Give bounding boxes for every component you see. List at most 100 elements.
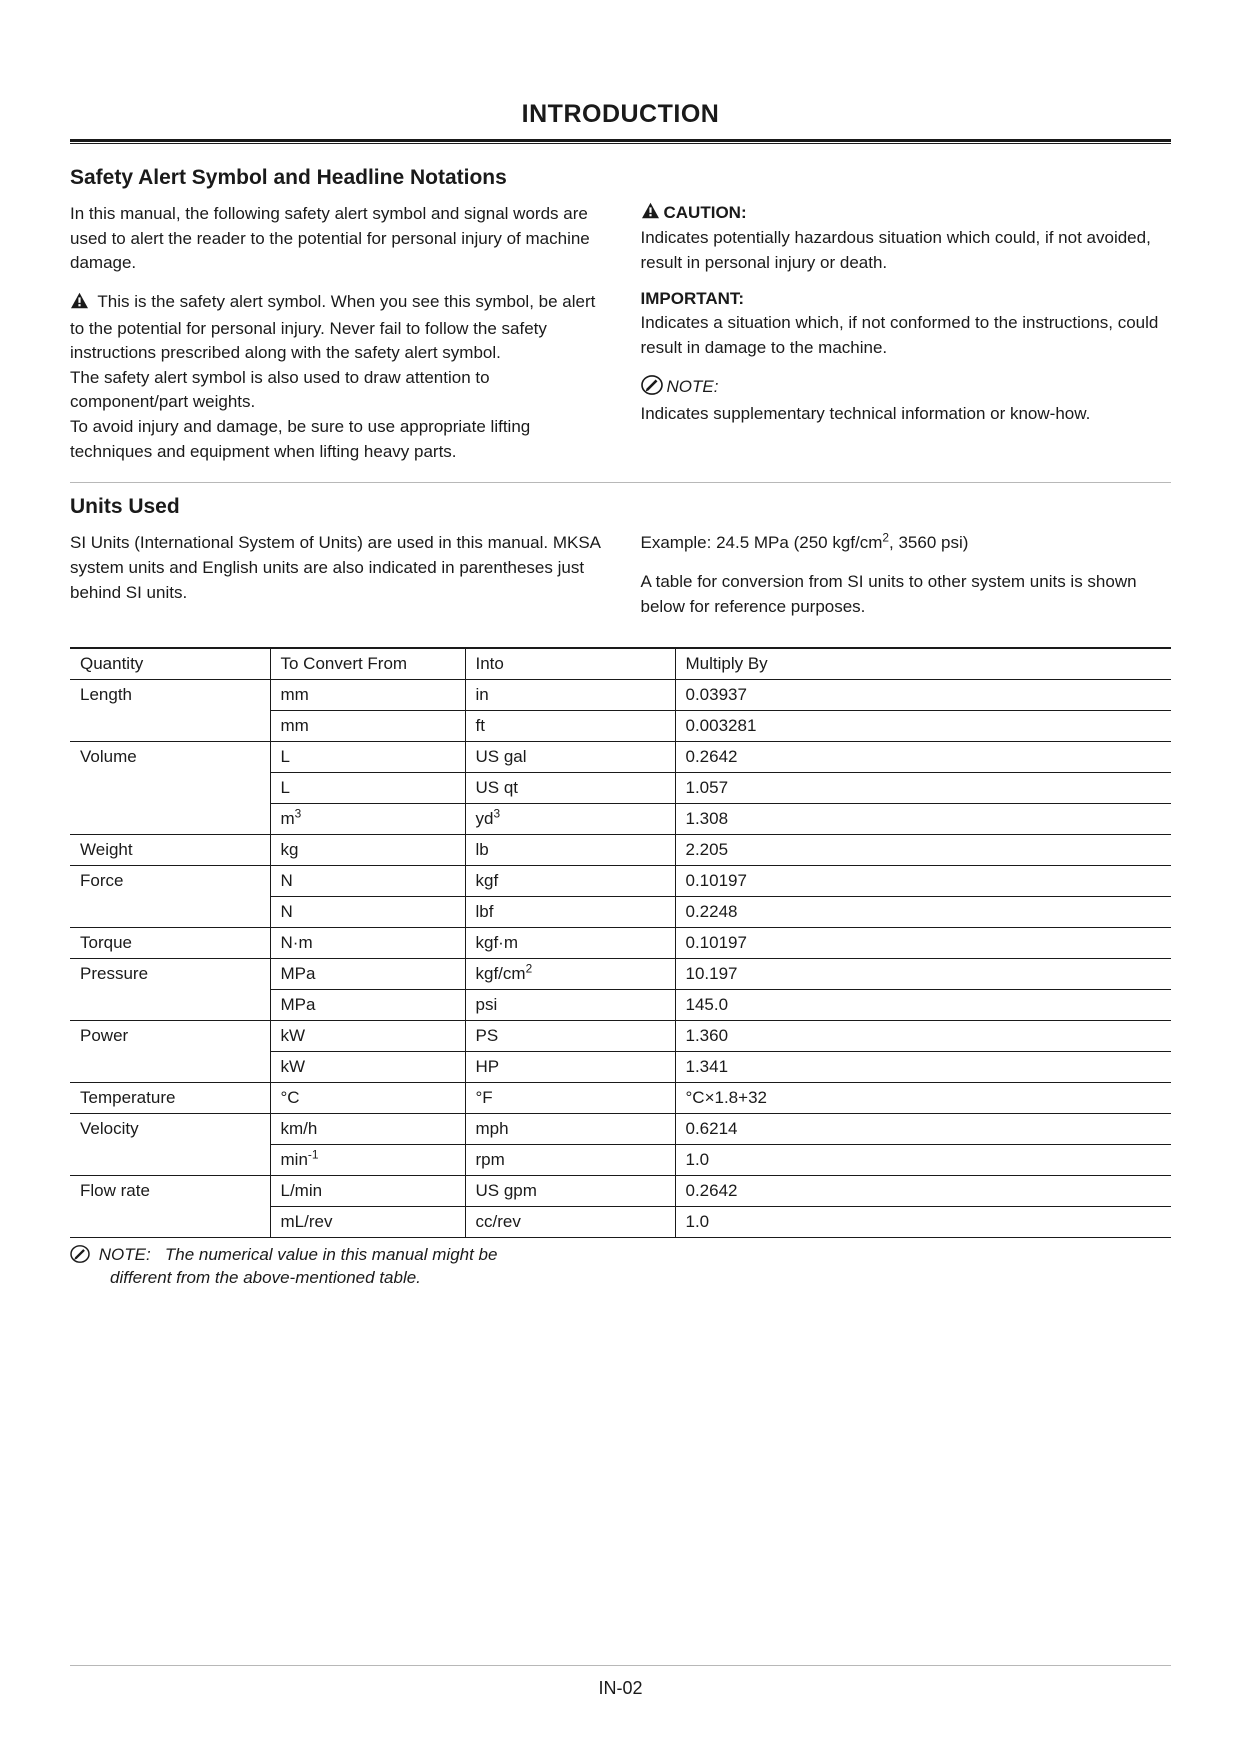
table-cell-from: mL/rev: [270, 1207, 465, 1238]
section1-right-col: CAUTION: Indicates potentially hazardous…: [641, 202, 1172, 464]
table-cell-multiply: 0.10197: [675, 928, 1171, 959]
conversion-table: QuantityTo Convert FromIntoMultiply ByLe…: [70, 647, 1171, 1238]
table-cell-multiply: 1.360: [675, 1021, 1171, 1052]
table-cell-quantity: Temperature: [70, 1083, 270, 1114]
table-cell-multiply: 2.205: [675, 835, 1171, 866]
table-note-line2: different from the above-mentioned table…: [110, 1268, 1171, 1288]
table-cell-from: L: [270, 742, 465, 773]
table-cell-from: MPa: [270, 990, 465, 1021]
table-cell-into: PS: [465, 1021, 675, 1052]
table-cell-into: psi: [465, 990, 675, 1021]
table-cell-multiply: 0.2642: [675, 1176, 1171, 1207]
table-cell-into: °F: [465, 1083, 675, 1114]
table-row: Temperature°C°F°C×1.8+32: [70, 1083, 1171, 1114]
section1-para1: In this manual, the following safety ale…: [70, 202, 601, 276]
note-label: NOTE:: [667, 377, 719, 397]
table-cell-multiply: 0.2248: [675, 897, 1171, 928]
warning-triangle-icon: [70, 292, 89, 317]
table-cell-multiply: 145.0: [675, 990, 1171, 1021]
caution-label: CAUTION:: [664, 203, 747, 223]
table-cell-multiply: 1.0: [675, 1145, 1171, 1176]
section1-heading: Safety Alert Symbol and Headline Notatio…: [70, 166, 1171, 190]
table-header-cell: Into: [465, 648, 675, 680]
table-cell-into: US gal: [465, 742, 675, 773]
table-cell-into: lb: [465, 835, 675, 866]
table-row: TorqueN·mkgf·m0.10197: [70, 928, 1171, 959]
table-note-line1: The numerical value in this manual might…: [151, 1245, 498, 1264]
note-text: Indicates supplementary technical inform…: [641, 402, 1172, 427]
footer-rule: [70, 1665, 1171, 1666]
table-cell-from: kW: [270, 1052, 465, 1083]
table-cell-quantity: Weight: [70, 835, 270, 866]
table-cell-quantity: Velocity: [70, 1114, 270, 1176]
caution-text: Indicates potentially hazardous situatio…: [641, 226, 1172, 275]
section2-right-col: Example: 24.5 MPa (250 kgf/cm2, 3560 psi…: [641, 531, 1172, 619]
section1-para3: The safety alert symbol is also used to …: [70, 366, 601, 415]
table-cell-quantity: Torque: [70, 928, 270, 959]
table-row: Weightkglb2.205: [70, 835, 1171, 866]
table-cell-from: L: [270, 773, 465, 804]
table-cell-from: MPa: [270, 959, 465, 990]
section1-left-col: In this manual, the following safety ale…: [70, 202, 601, 464]
section2-left-col: SI Units (International System of Units)…: [70, 531, 601, 619]
table-cell-multiply: 1.057: [675, 773, 1171, 804]
table-cell-from: km/h: [270, 1114, 465, 1145]
table-cell-into: HP: [465, 1052, 675, 1083]
table-cell-from: °C: [270, 1083, 465, 1114]
table-cell-into: mph: [465, 1114, 675, 1145]
table-cell-multiply: 0.003281: [675, 711, 1171, 742]
table-cell-quantity: Pressure: [70, 959, 270, 1021]
table-cell-from: N: [270, 866, 465, 897]
table-header-cell: Multiply By: [675, 648, 1171, 680]
section1-para2-wrap: This is the safety alert symbol. When yo…: [70, 290, 601, 366]
table-cell-quantity: Length: [70, 680, 270, 742]
warning-triangle-icon: [641, 202, 660, 224]
important-heading: IMPORTANT:: [641, 289, 1172, 309]
table-cell-quantity: Power: [70, 1021, 270, 1083]
section1-para2: This is the safety alert symbol. When yo…: [70, 292, 595, 362]
section2-example: Example: 24.5 MPa (250 kgf/cm2, 3560 psi…: [641, 531, 1172, 556]
table-cell-into: in: [465, 680, 675, 711]
table-header-cell: To Convert From: [270, 648, 465, 680]
table-note-prefix: NOTE:: [99, 1245, 151, 1264]
table-cell-into: lbf: [465, 897, 675, 928]
table-cell-multiply: 0.03937: [675, 680, 1171, 711]
table-cell-into: yd3: [465, 804, 675, 835]
table-row: Velocitykm/hmph0.6214: [70, 1114, 1171, 1145]
table-cell-from: mm: [270, 711, 465, 742]
table-cell-from: min-1: [270, 1145, 465, 1176]
table-cell-from: kg: [270, 835, 465, 866]
table-cell-quantity: Flow rate: [70, 1176, 270, 1238]
section2-left-para: SI Units (International System of Units)…: [70, 531, 601, 605]
important-text: Indicates a situation which, if not conf…: [641, 311, 1172, 360]
table-cell-into: cc/rev: [465, 1207, 675, 1238]
conversion-table-body: QuantityTo Convert FromIntoMultiply ByLe…: [70, 648, 1171, 1238]
table-row: ForceNkgf0.10197: [70, 866, 1171, 897]
table-cell-into: US gpm: [465, 1176, 675, 1207]
table-cell-multiply: 0.2642: [675, 742, 1171, 773]
table-header-cell: Quantity: [70, 648, 270, 680]
table-cell-multiply: 1.0: [675, 1207, 1171, 1238]
section2-right-para2: A table for conversion from SI units to …: [641, 570, 1172, 619]
page-title: INTRODUCTION: [70, 100, 1171, 142]
title-underline: [70, 143, 1171, 144]
note-heading: NOTE:: [641, 375, 1172, 400]
table-cell-quantity: Volume: [70, 742, 270, 835]
table-cell-into: US qt: [465, 773, 675, 804]
table-cell-into: kgf/cm2: [465, 959, 675, 990]
table-cell-into: kgf: [465, 866, 675, 897]
table-note: NOTE: The numerical value in this manual…: [70, 1245, 1171, 1268]
section2-columns: SI Units (International System of Units)…: [70, 531, 1171, 619]
table-cell-quantity: Force: [70, 866, 270, 928]
section2-heading: Units Used: [70, 495, 1171, 519]
section1-para4: To avoid injury and damage, be sure to u…: [70, 415, 601, 464]
table-cell-multiply: 1.308: [675, 804, 1171, 835]
caution-heading: CAUTION:: [641, 202, 1172, 224]
table-cell-from: kW: [270, 1021, 465, 1052]
table-cell-from: m3: [270, 804, 465, 835]
table-header-row: QuantityTo Convert FromIntoMultiply By: [70, 648, 1171, 680]
table-cell-into: rpm: [465, 1145, 675, 1176]
table-row: VolumeLUS gal0.2642: [70, 742, 1171, 773]
pencil-note-icon: [641, 375, 663, 400]
pencil-note-icon: [70, 1245, 90, 1268]
